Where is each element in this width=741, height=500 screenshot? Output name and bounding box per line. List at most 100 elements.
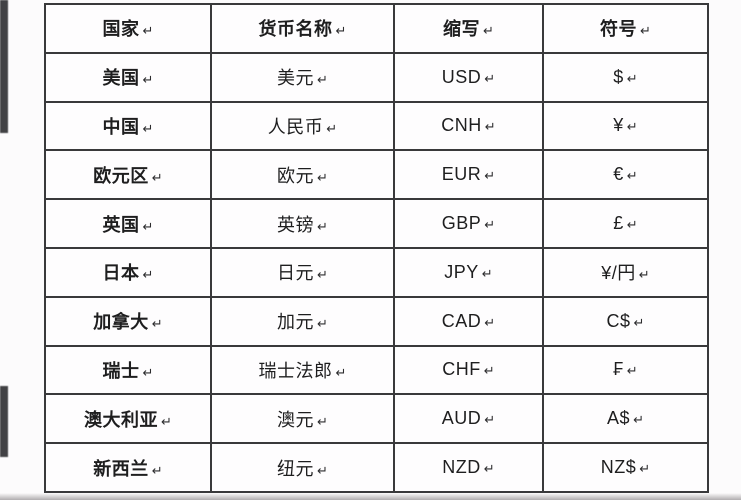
return-mark-icon: ↵: [626, 218, 638, 234]
cell-symbol: A$ ↵: [542, 393, 709, 445]
cell-country: 中国 ↵: [44, 100, 212, 152]
cell-text: 澳元: [277, 409, 315, 430]
header-symbol: 符号 ↵: [542, 3, 709, 54]
cell-text: €: [613, 164, 624, 185]
cell-text: ¥/円: [601, 263, 636, 284]
return-mark-icon: ↵: [317, 73, 328, 89]
cell-country: 日本 ↵: [44, 246, 212, 298]
header-country-label: 国家: [102, 19, 140, 40]
cell-text: GBP: [441, 213, 482, 234]
return-mark-icon: ↵: [483, 24, 494, 40]
header-symbol-label: 符号: [600, 19, 638, 40]
cell-abbreviation: CNH ↵: [393, 100, 544, 152]
cell-text: CNH: [441, 115, 482, 136]
cell-country: 英国 ↵: [44, 198, 212, 249]
cell-text: AUD: [441, 408, 482, 429]
cell-text: ¥: [613, 115, 624, 136]
return-mark-icon: ↵: [626, 120, 638, 136]
cell-country: 澳大利亚 ↵: [44, 393, 212, 445]
cell-text: 瑞士法郎: [258, 360, 333, 381]
return-mark-icon: ↵: [626, 71, 638, 87]
return-mark-icon: ↵: [484, 169, 496, 185]
table-row: 中国 ↵ 人民币 ↵ CNH ↵ ¥ ↵: [44, 100, 709, 152]
cell-text: 欧元: [277, 165, 315, 186]
header-abbreviation-label: 缩写: [443, 19, 481, 40]
cell-currency-name: 加元 ↵: [210, 295, 395, 347]
return-mark-icon: ↵: [142, 24, 154, 40]
cell-country: 欧元区 ↵: [44, 149, 212, 201]
cell-text: 英国: [102, 214, 140, 235]
return-mark-icon: ↵: [633, 413, 644, 429]
return-mark-icon: ↵: [151, 170, 163, 186]
cell-currency-name: 日元 ↵: [210, 246, 395, 298]
cell-abbreviation: EUR ↵: [393, 149, 544, 201]
return-mark-icon: ↵: [484, 71, 496, 87]
cell-text: 澳大利亚: [84, 409, 159, 430]
cell-currency-name: 瑞士法郎 ↵: [210, 344, 395, 396]
cell-text: A$: [607, 408, 631, 429]
return-mark-icon: ↵: [142, 121, 154, 137]
return-mark-icon: ↵: [317, 170, 328, 186]
return-mark-icon: ↵: [161, 414, 172, 430]
return-mark-icon: ↵: [142, 268, 154, 284]
header-currency-name-label: 货币名称: [258, 19, 333, 40]
cell-symbol: $ ↵: [542, 51, 709, 103]
return-mark-icon: ↵: [317, 463, 328, 479]
return-mark-icon: ↵: [633, 315, 645, 331]
return-mark-icon: ↵: [484, 120, 496, 136]
cell-text: 加拿大: [93, 312, 149, 333]
header-currency-name: 货币名称 ↵: [210, 3, 395, 54]
cell-text: JPY: [444, 261, 479, 282]
cell-text: C$: [606, 310, 631, 331]
cell-text: $: [613, 66, 624, 87]
table-row: 日本 ↵ 日元 ↵ JPY ↵ ¥/円 ↵: [44, 246, 709, 298]
return-mark-icon: ↵: [626, 169, 638, 185]
cell-currency-name: 英镑 ↵: [210, 198, 395, 249]
currency-table: 国家 ↵ 货币名称 ↵ 缩写 ↵ 符号 ↵ 美国 ↵ 美元 ↵ USD ↵ $ ↵ 中国 ↵ 人民…: [44, 3, 709, 493]
cell-abbreviation: NZD ↵: [393, 442, 544, 493]
table-row: 加拿大 ↵ 加元 ↵ CAD ↵ C$ ↵: [44, 295, 709, 347]
cell-text: NZ$: [600, 457, 637, 478]
return-mark-icon: ↵: [317, 219, 328, 235]
return-mark-icon: ↵: [640, 24, 651, 40]
cell-abbreviation: CHF ↵: [393, 344, 544, 396]
return-mark-icon: ↵: [335, 24, 347, 40]
return-mark-icon: ↵: [317, 317, 328, 333]
return-mark-icon: ↵: [484, 413, 496, 429]
cell-text: EUR: [441, 164, 482, 185]
cell-abbreviation: AUD ↵: [393, 393, 544, 445]
cell-text: 美国: [102, 68, 140, 89]
cell-symbol: NZ$ ↵: [542, 442, 709, 493]
cell-text: 日本: [102, 263, 140, 284]
table-row: 英国 ↵ 英镑 ↵ GBP ↵ £ ↵: [44, 198, 709, 249]
cell-text: 日元: [277, 263, 315, 284]
return-mark-icon: ↵: [638, 268, 650, 284]
cell-text: 瑞士: [102, 360, 140, 381]
cell-currency-name: 美元 ↵: [210, 51, 395, 103]
cell-country: 新西兰 ↵: [44, 442, 212, 493]
table-row: 瑞士 ↵ 瑞士法郎 ↵ CHF ↵ ₣ ↵: [44, 344, 709, 396]
header-row: 国家 ↵ 货币名称 ↵ 缩写 ↵ 符号 ↵: [44, 3, 709, 54]
return-mark-icon: ↵: [317, 268, 328, 284]
return-mark-icon: ↵: [481, 266, 493, 282]
cell-text: ₣: [613, 359, 624, 380]
cell-text: 中国: [102, 116, 140, 137]
return-mark-icon: ↵: [483, 462, 495, 478]
cell-symbol: ¥/円 ↵: [542, 246, 709, 298]
cell-country: 瑞士 ↵: [44, 344, 212, 396]
cell-text: 新西兰: [93, 458, 149, 479]
return-mark-icon: ↵: [326, 121, 338, 137]
cell-country: 加拿大 ↵: [44, 295, 212, 347]
cell-symbol: € ↵: [542, 149, 709, 201]
cell-abbreviation: GBP ↵: [393, 198, 544, 249]
return-mark-icon: ↵: [151, 317, 163, 333]
cell-text: 纽元: [277, 458, 315, 479]
cell-abbreviation: JPY ↵: [393, 246, 544, 298]
return-mark-icon: ↵: [317, 414, 328, 430]
table-row: 澳大利亚 ↵ 澳元 ↵ AUD ↵ A$ ↵: [44, 393, 709, 445]
cell-abbreviation: USD ↵: [393, 51, 544, 103]
cell-text: USD: [441, 66, 482, 87]
cell-country: 美国 ↵: [44, 51, 212, 103]
cell-abbreviation: CAD ↵: [393, 295, 544, 347]
header-country: 国家 ↵: [44, 3, 212, 54]
